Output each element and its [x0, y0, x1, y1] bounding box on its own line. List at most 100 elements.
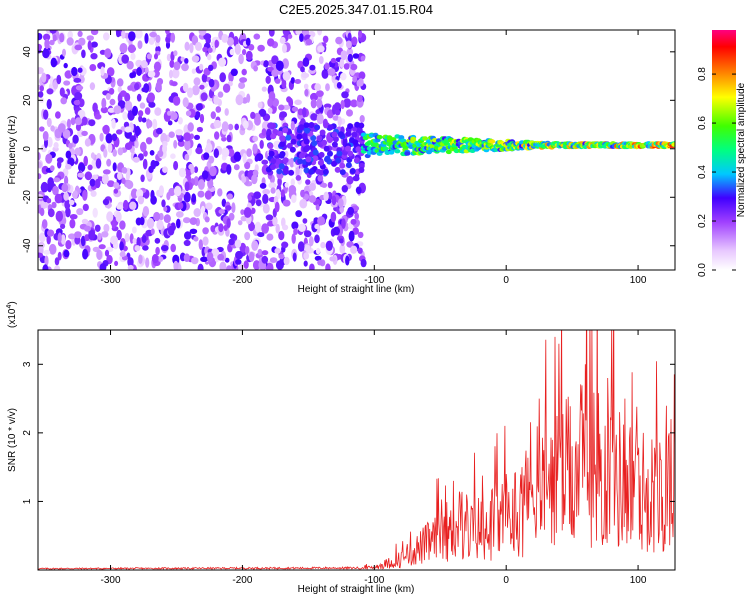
spectrogram-cell: [337, 198, 344, 208]
spectrogram-cell: [88, 119, 96, 127]
snr-xlabel: Height of straight line (km): [298, 584, 415, 595]
spectrogram-cell: [132, 105, 138, 116]
spectrogram-cell: [345, 162, 352, 169]
spectrogram-cell: [317, 216, 326, 226]
spectrogram-cell: [134, 30, 143, 39]
spectrogram-cell: [282, 199, 291, 207]
spectrogram-cell: [90, 30, 99, 36]
spectrogram-cell: [141, 87, 148, 93]
spectrogram-cell: [98, 244, 106, 250]
spectrogram-cell: [202, 236, 209, 246]
spectrogram-cell: [291, 233, 296, 244]
spectrogram-cell: [138, 254, 143, 264]
x-tick-label: -200: [232, 575, 252, 586]
spectrogram-cell: [333, 102, 341, 111]
spectrogram-cell: [192, 85, 200, 96]
spectrogram-cell: [134, 245, 141, 252]
spectrogram-cell: [106, 211, 114, 223]
spectrogram-cell: [357, 231, 364, 239]
spectrogram-cell: [321, 69, 329, 79]
spectrogram-cell: [96, 249, 103, 261]
spectrogram-cell: [169, 69, 173, 79]
spectrogram-cell: [248, 251, 255, 262]
spectrogram-cell: [42, 131, 49, 141]
spectrogram-cell: [297, 108, 304, 116]
spectrogram-cell: [255, 199, 262, 207]
spectrogram-cell: [57, 160, 62, 169]
spectrogram-cell: [177, 117, 183, 125]
spectrogram-cell: [77, 30, 83, 37]
spectrogram-cell: [330, 211, 337, 223]
spectrogram-cell: [191, 257, 199, 265]
spectrogram-cell: [283, 168, 290, 175]
spectrogram-cell: [445, 149, 452, 155]
spectrogram-cell: [121, 30, 126, 39]
spectrogram-cell: [253, 33, 261, 40]
spectrogram-cell: [68, 233, 76, 240]
spectrogram-cell: [39, 85, 44, 92]
spectrogram-cell: [324, 63, 330, 70]
spectrogram-cell: [153, 211, 161, 222]
spectrogram-cell: [163, 206, 168, 212]
spectrogram-cell: [270, 157, 277, 164]
spectrogram-cell: [195, 103, 203, 111]
spectrogram-cell: [165, 30, 170, 35]
spectrogram-cell: [137, 110, 144, 117]
spectrogram-cell: [345, 145, 351, 152]
spectrogram-cell: [347, 206, 355, 216]
spectrogram-cell: [117, 147, 124, 156]
spectrogram-cell: [140, 59, 148, 69]
spectrogram-cell: [200, 205, 206, 214]
spectrogram-cell: [99, 263, 107, 270]
spectrogram-cell: [162, 144, 168, 154]
spectrogram-cell: [163, 214, 171, 224]
spectrogram-cell: [142, 158, 148, 170]
spectrogram-cell: [303, 122, 310, 129]
spectrogram-cell: [291, 194, 297, 203]
spectrogram-cell: [82, 203, 89, 212]
spectrogram-ylabel: Frequency (Hz): [7, 116, 18, 185]
spectrogram-cell: [228, 123, 234, 131]
spectrogram-cell: [213, 95, 219, 105]
spectrogram-cell: [193, 166, 199, 174]
spectrogram-cell: [94, 224, 101, 232]
spectrogram-cell: [332, 115, 340, 121]
spectrogram-cell: [146, 217, 155, 229]
spectrogram-cell: [316, 90, 324, 97]
spectrogram-cell: [241, 175, 247, 184]
spectrogram-cell: [193, 236, 199, 242]
spectrogram-cell: [244, 161, 251, 170]
spectrogram-cell: [208, 155, 215, 164]
spectrogram-cell: [234, 123, 239, 131]
spectrogram-cell: [137, 40, 143, 49]
spectrogram-cell: [173, 260, 179, 270]
spectrogram-cell: [107, 143, 113, 153]
spectrogram-cell: [151, 254, 159, 264]
spectrogram-cell: [332, 226, 340, 236]
spectrogram-cell: [324, 156, 330, 163]
spectrogram-cell: [55, 111, 61, 119]
spectrogram-cell: [101, 97, 107, 109]
spectrogram-cell: [126, 60, 134, 70]
spectrogram-cell: [213, 119, 222, 129]
spectrogram-cell: [65, 150, 72, 159]
spectrogram-cell: [84, 138, 91, 147]
spectrogram-cell: [62, 129, 71, 139]
spectrogram-cell: [84, 171, 93, 181]
spectrogram-cell: [48, 243, 57, 255]
spectrogram-cell: [50, 57, 57, 68]
spectrogram-cell: [207, 178, 214, 189]
spectrogram-cell: [213, 148, 219, 159]
spectrogram-cell: [277, 177, 282, 187]
spectrogram-cell: [310, 92, 318, 101]
spectrogram-frame: [37, 29, 676, 271]
spectrogram-cell: [261, 250, 269, 256]
spectrogram-cell: [239, 242, 247, 253]
spectrogram-cell: [265, 262, 274, 270]
spectrogram-cell: [71, 66, 78, 77]
spectrogram-cell: [353, 157, 360, 164]
spectrogram-cell: [282, 104, 291, 111]
spectrogram-cell: [193, 176, 199, 187]
spectrogram-cell: [230, 68, 238, 77]
spectrogram-cell: [177, 202, 184, 210]
